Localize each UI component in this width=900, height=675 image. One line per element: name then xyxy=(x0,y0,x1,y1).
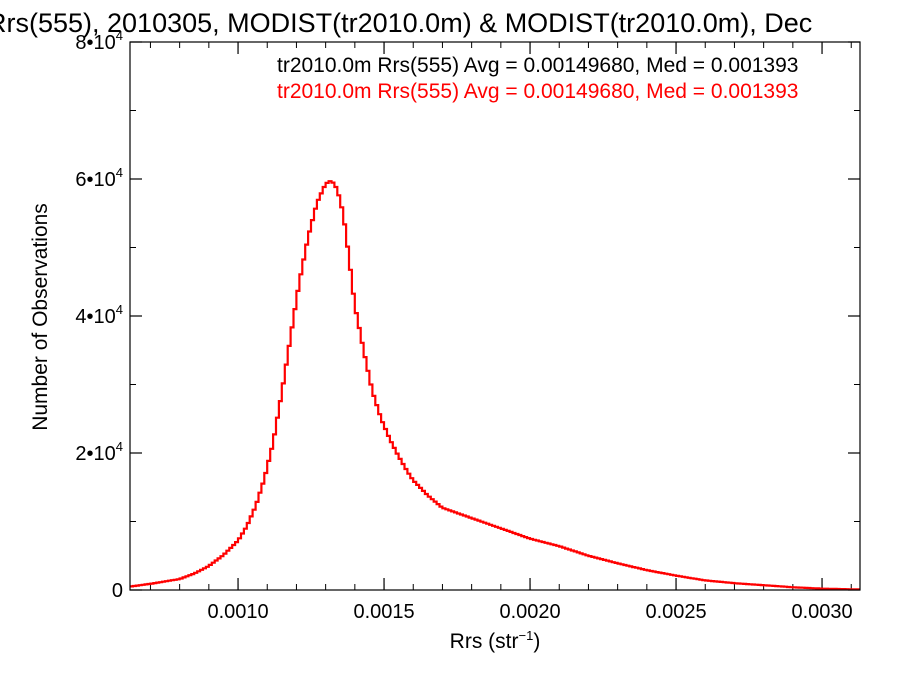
x-axis-title-superscript: −1 xyxy=(519,628,534,643)
x-tick-label: 0.0020 xyxy=(499,601,560,623)
stats-annotation-red: tr2010.0m Rrs(555) Avg = 0.00149680, Med… xyxy=(277,80,798,103)
y-tick-label: 8•104 xyxy=(75,28,123,54)
x-tick-labels: 0.0010 0.0015 0.0020 0.0025 0.0030 xyxy=(207,601,852,623)
axis-ticks xyxy=(130,41,860,591)
y-tick-label: 4•104 xyxy=(75,302,123,328)
x-axis-title-text: Rrs (str xyxy=(450,630,519,653)
y-tick-labels: 0 2•104 4•104 6•104 8•104 xyxy=(75,28,123,602)
histogram-series-line xyxy=(130,180,860,591)
y-tick-label: 6•104 xyxy=(75,165,123,191)
x-tick-label: 0.0015 xyxy=(353,601,414,623)
series-layer xyxy=(130,180,860,591)
y-tick-label: 0 xyxy=(112,580,123,602)
chart-title: Rrs(555), 2010305, MODIST(tr2010.0m) & M… xyxy=(0,8,812,38)
y-tick-label: 2•104 xyxy=(75,439,123,465)
x-tick-label: 0.0025 xyxy=(645,601,706,623)
x-tick-label: 0.0010 xyxy=(207,601,268,623)
plot-frame xyxy=(129,41,861,591)
x-axis-title: Rrs (str−1) xyxy=(450,628,541,653)
stats-annotation-black: tr2010.0m Rrs(555) Avg = 0.00149680, Med… xyxy=(277,54,798,77)
x-axis-title-close: ) xyxy=(533,630,540,653)
x-tick-label: 0.0030 xyxy=(791,601,852,623)
y-axis-title: Number of Observations xyxy=(29,203,52,431)
